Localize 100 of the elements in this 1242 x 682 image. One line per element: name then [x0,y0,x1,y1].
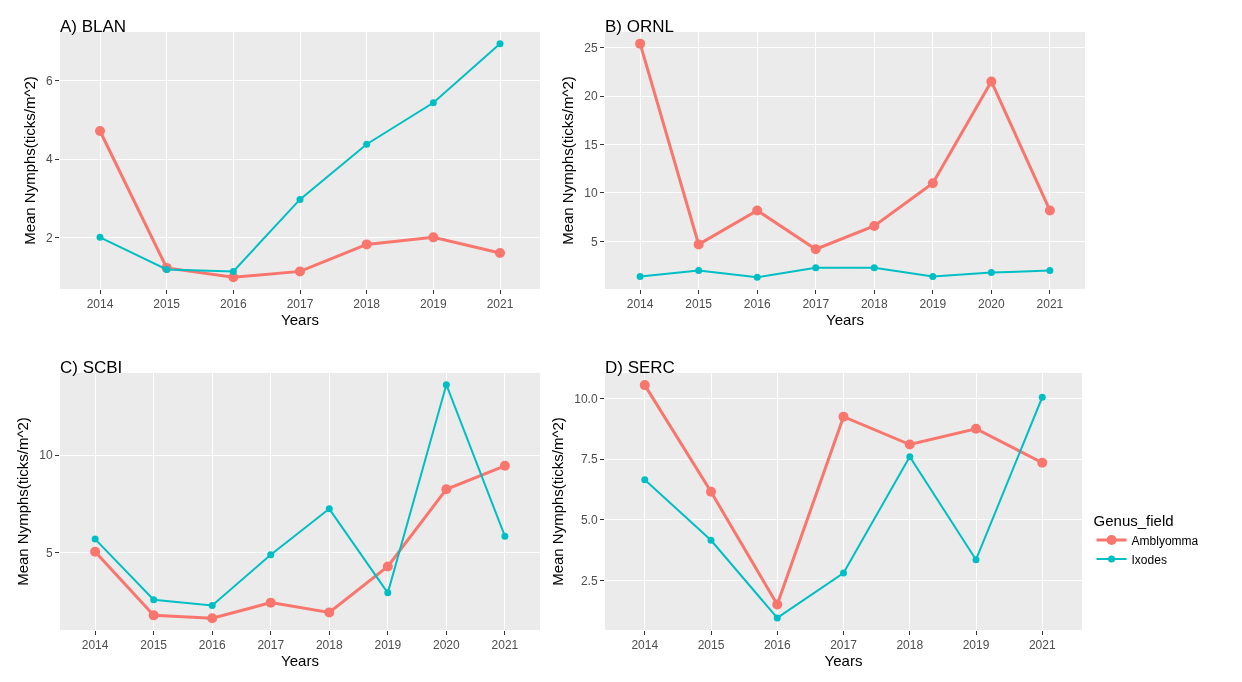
x-tick-label: 2014 [86,297,114,312]
point [361,239,372,250]
x-tick-label: 2021 [1028,638,1056,653]
point [429,99,437,107]
point [971,423,981,434]
y-tick-label: 4 [45,152,53,167]
y-tick-label: 5.0 [580,512,598,527]
point [265,597,276,608]
x-axis-title: Years [826,311,864,329]
y-axis-title: Mean Nymphs(ticks/m^2) [14,417,32,586]
legend-label: Amblyomma [1131,533,1199,548]
x-tick-label: 2021 [491,638,519,653]
chart-title: A) BLAN [60,17,127,37]
point [641,476,649,484]
point [693,239,704,250]
y-tick-label: 2.5 [580,573,598,588]
x-axis-title: Years [281,652,319,670]
point [870,264,878,272]
point [1037,457,1048,468]
x-tick-label: 2019 [962,638,990,653]
y-tick-label: 6 [45,74,53,89]
x-tick-label: 2016 [763,638,791,653]
point [382,561,393,572]
point [90,546,101,557]
chart-title: D) SERC [605,358,675,378]
point [635,38,646,49]
x-tick-label: 2016 [198,638,226,653]
y-tick-label: 5 [45,546,53,560]
point [229,267,237,275]
point [442,381,450,389]
x-tick-label: 2014 [626,297,654,312]
point [324,607,335,618]
x-tick-label: 2017 [830,638,858,653]
point [428,232,439,243]
x-tick-label: 2015 [685,297,713,312]
point [267,551,275,559]
point [1038,393,1046,401]
x-tick-label: 2017 [257,638,285,653]
legend-title: Genus_field [1093,511,1174,529]
point [208,602,216,610]
point [706,486,716,497]
y-tick-label: 5 [590,234,598,249]
y-tick-label: 7.5 [580,452,598,467]
point [148,610,159,621]
x-tick-label: 2018 [896,638,924,653]
x-tick-label: 2021 [1036,297,1064,312]
x-tick-label: 2019 [919,297,947,312]
x-tick-label: 2020 [432,638,461,653]
point [363,140,371,148]
point [91,535,99,543]
point [295,266,305,277]
point [906,453,914,461]
x-tick-label: 2018 [353,297,381,312]
x-tick-label: 2020 [977,297,1006,312]
point [838,411,849,422]
point [929,272,937,280]
point [96,233,104,241]
y-tick-label: 10 [584,186,598,201]
point [639,380,650,391]
point [207,613,218,624]
point [499,460,510,471]
x-tick-label: 2016 [743,297,771,312]
point [810,244,821,255]
legend-label: Ixodes [1131,552,1167,567]
point [840,569,847,577]
x-tick-label: 2021 [486,297,514,312]
y-axis-title: Mean Nymphs(ticks/m^2) [549,417,567,586]
x-tick-label: 2017 [802,297,830,312]
point [695,267,703,275]
x-tick-label: 2019 [374,638,402,653]
point [972,556,980,564]
x-axis-title: Years [824,652,863,670]
point [812,264,820,272]
x-tick-label: 2014 [81,638,109,653]
x-tick-label: 2016 [219,297,247,312]
point [1044,205,1055,216]
point [1046,267,1054,275]
point [384,589,392,597]
chart-title: B) ORNL [605,17,674,37]
y-tick-label: 25 [584,40,598,55]
point [869,220,880,231]
point [707,536,715,544]
point [441,484,452,495]
x-tick-label: 2018 [315,638,343,653]
point [95,125,105,136]
x-tick-label: 2018 [860,297,888,312]
point [325,505,333,513]
point [495,248,505,259]
point [773,614,781,622]
y-tick-label: 15 [584,137,598,152]
y-tick-label: 10.0 [574,391,598,406]
y-axis-title: Mean Nymphs(ticks/m^2) [559,76,577,245]
point [501,532,509,540]
x-tick-label: 2017 [286,297,314,312]
point [772,599,783,610]
x-tick-label: 2019 [419,297,447,312]
point [752,205,763,216]
point [636,272,644,280]
point [296,195,304,203]
y-tick-label: 10 [39,448,53,463]
